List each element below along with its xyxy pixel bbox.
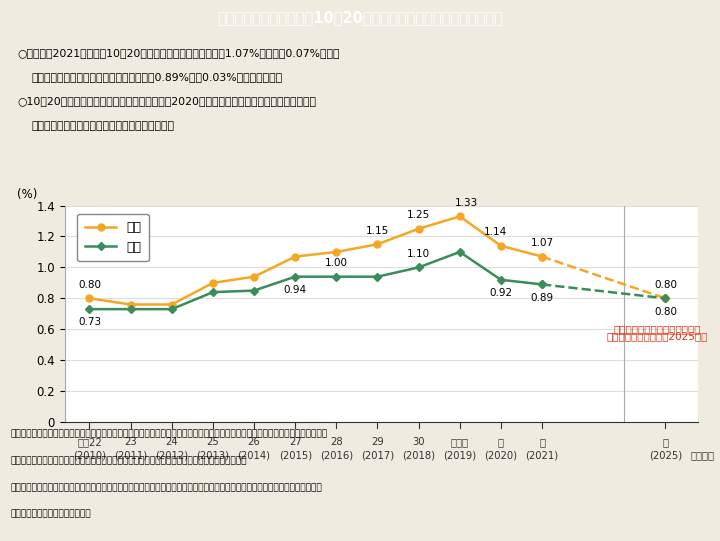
- Text: 令和元: 令和元: [451, 437, 469, 447]
- Text: (%): (%): [17, 188, 37, 201]
- Text: (2018): (2018): [402, 450, 435, 460]
- Text: （備考）１．総務省「住民基本台帳人口移動報告」及び「住民基本台帳に基づく人口、人口動態及び世帯数」により内閣府で算出。: （備考）１．総務省「住民基本台帳人口移動報告」及び「住民基本台帳に基づく人口、人…: [11, 430, 328, 439]
- Text: （第５次男女共同参画基本計画: （第５次男女共同参画基本計画: [613, 325, 701, 334]
- Text: 0.73: 0.73: [78, 318, 101, 327]
- Text: 28: 28: [330, 437, 343, 447]
- Text: ２: ２: [498, 437, 504, 447]
- Text: 0.80: 0.80: [654, 307, 677, 316]
- Text: における成果目標）（2025年）: における成果目標）（2025年）: [606, 331, 708, 341]
- Text: 24: 24: [166, 437, 178, 447]
- Text: ３．東京圏は埼玉県、千葉県、東京都及び神奈川県、名古屋圏は岐阜県、愛知県及び三重県、関西圏は京都府、大阪府、: ３．東京圏は埼玉県、千葉県、東京都及び神奈川県、名古屋圏は岐阜県、愛知県及び三重…: [11, 483, 323, 492]
- Text: 27: 27: [289, 437, 302, 447]
- Text: 平成22: 平成22: [77, 437, 102, 447]
- Text: の転出超過数の割合より高い状態が続いている。: の転出超過数の割合より高い状態が続いている。: [32, 121, 175, 130]
- Text: (2021): (2021): [526, 450, 559, 460]
- Text: 1.33: 1.33: [455, 198, 478, 208]
- Text: 1.07: 1.07: [531, 238, 554, 248]
- Text: 29: 29: [371, 437, 384, 447]
- Text: (2016): (2016): [320, 450, 353, 460]
- Text: ○令和３（2021）年度の10～20代女性の転出超過数の割合は1.07%（前年比0.07%ポイン: ○令和３（2021）年度の10～20代女性の転出超過数の割合は1.07%（前年比…: [18, 48, 341, 58]
- Text: (2019): (2019): [444, 450, 477, 460]
- Text: (2010): (2010): [73, 450, 106, 460]
- Text: (2013): (2013): [197, 450, 230, 460]
- Text: ○10～20代女性の転出超過数の割合は令和２（2020）年度から減少しているが、同年代男性: ○10～20代女性の転出超過数の割合は令和２（2020）年度から減少しているが、…: [18, 96, 317, 107]
- Text: 兵庫県及び奈良県。: 兵庫県及び奈良県。: [11, 510, 91, 518]
- Text: (2025): (2025): [649, 450, 682, 460]
- Text: 1.14: 1.14: [484, 227, 507, 237]
- Text: 26: 26: [248, 437, 261, 447]
- Text: 1.00: 1.00: [325, 259, 348, 268]
- Text: 1.25: 1.25: [407, 210, 431, 220]
- Text: ２．三大都市圏（東京圏、名古屋圏及び関西圏）を除く道府の対前年転出増加数を算出。: ２．三大都市圏（東京圏、名古屋圏及び関西圏）を除く道府の対前年転出増加数を算出。: [11, 456, 247, 465]
- Text: ３: ３: [539, 437, 545, 447]
- Text: (2017): (2017): [361, 450, 394, 460]
- Text: 0.94: 0.94: [284, 285, 307, 295]
- Text: 30: 30: [413, 437, 425, 447]
- Text: 25: 25: [207, 437, 220, 447]
- Text: ト減）、同年代男性の転出超過数の割合は0.89%（同0.03%ポイント減）。: ト減）、同年代男性の転出超過数の割合は0.89%（同0.03%ポイント減）。: [32, 72, 283, 82]
- Text: 0.92: 0.92: [490, 288, 513, 298]
- Text: 0.89: 0.89: [531, 293, 554, 303]
- Text: 0.80: 0.80: [654, 280, 677, 290]
- Text: (2014): (2014): [238, 450, 271, 460]
- Text: (2012): (2012): [156, 450, 189, 460]
- Text: (2015): (2015): [279, 450, 312, 460]
- Text: (2020): (2020): [485, 450, 518, 460]
- Text: 1.15: 1.15: [366, 226, 389, 236]
- Text: ７: ７: [662, 437, 668, 447]
- Text: 23: 23: [125, 437, 137, 447]
- Legend: 女性, 男性: 女性, 男性: [77, 214, 148, 261]
- Text: （年度）: （年度）: [690, 450, 714, 460]
- Text: ３－２図　地域における10～20代の人口に対する転出超過数の割合: ３－２図 地域における10～20代の人口に対する転出超過数の割合: [217, 10, 503, 25]
- Text: 0.80: 0.80: [78, 280, 101, 290]
- Text: (2011): (2011): [114, 450, 147, 460]
- Text: 1.10: 1.10: [407, 249, 430, 259]
